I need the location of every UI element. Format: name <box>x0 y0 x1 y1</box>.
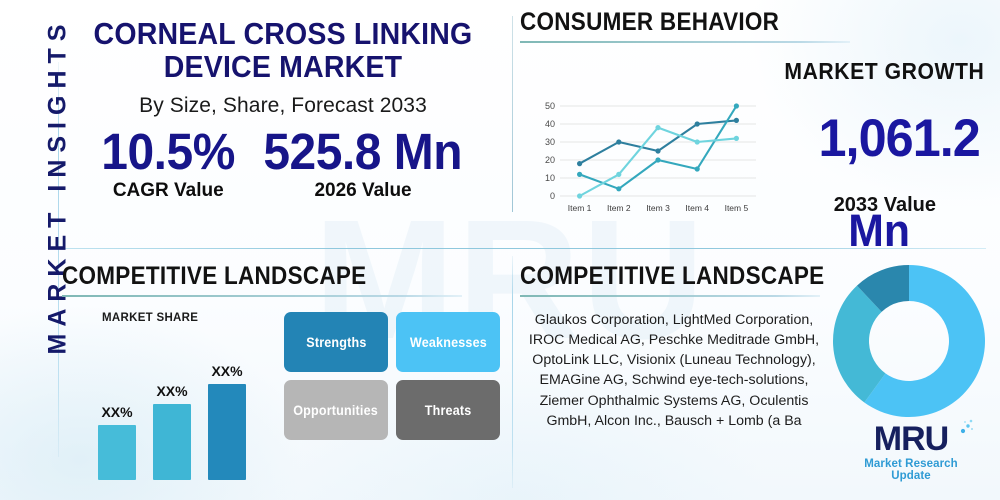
divider-vertical-left <box>58 62 59 457</box>
market-growth-value: 1,061.2 <box>818 109 981 168</box>
section-title-competitive-landscape-right: COMPETITIVE LANDSCAPE <box>520 262 825 290</box>
svg-text:Item 3: Item 3 <box>646 203 670 213</box>
section-underline-left <box>62 295 462 297</box>
market-share-bar-column: XX% <box>98 404 136 480</box>
swot-cell-strengths[interactable]: Strengths <box>284 312 388 372</box>
brand-tagline: Market Research Update <box>864 458 958 482</box>
swot-cell-label: Weaknesses <box>409 334 487 350</box>
stat-2026-label: 2026 Value <box>314 179 412 201</box>
page-title: CORNEAL CROSS LINKING DEVICE MARKET <box>93 16 473 84</box>
svg-text:50: 50 <box>545 101 555 111</box>
swot-cell-weaknesses[interactable]: Weaknesses <box>396 312 500 372</box>
section-title-competitive-landscape-left: COMPETITIVE LANDSCAPE <box>62 262 367 290</box>
svg-text:10: 10 <box>545 173 555 183</box>
swot-cell-label: Threats <box>424 402 472 418</box>
market-share-bars: XX% XX% XX% <box>80 340 270 480</box>
swot-cell-label: Opportunities <box>293 402 379 418</box>
market-share-donut-chart <box>830 262 988 420</box>
section-underline-right <box>520 295 820 297</box>
brand-dots-icon <box>960 419 973 434</box>
market-share-bar-value: XX% <box>101 403 133 420</box>
svg-text:Item 1: Item 1 <box>568 203 592 213</box>
stat-cagr-label: CAGR Value <box>112 179 224 201</box>
svg-text:40: 40 <box>545 119 555 129</box>
brand-logo: MRU Market Research Update <box>850 419 973 482</box>
svg-text:Item 4: Item 4 <box>685 203 709 213</box>
market-share-bar-column: XX% <box>153 383 191 480</box>
stat-cagr: 10.5% CAGR Value <box>97 122 239 202</box>
consumer-behavior-line-chart: 0 10 20 30 40 50 Item 1 Item 2 Item 3 Item 4 Item … <box>534 100 764 218</box>
market-share-bar-column: XX% <box>208 363 246 480</box>
donut-segment <box>856 265 909 312</box>
market-share-bar <box>98 424 136 480</box>
section-title-consumer-behavior: CONSUMER BEHAVIOR <box>520 8 780 36</box>
market-growth-label: 2033 Value <box>833 194 936 216</box>
panel-consumer-behavior: CONSUMER BEHAVIOR MARKET GROWTH 1,061.2 … <box>520 8 992 253</box>
market-growth-unit: Mn <box>848 205 910 256</box>
section-underline <box>520 41 850 43</box>
svg-text:Item 2: Item 2 <box>607 203 631 213</box>
divider-vertical-middle-bottom <box>512 256 513 488</box>
panel-competitive-landscape-left: COMPETITIVE LANDSCAPE MARKET SHARE XX% XX… <box>62 262 504 492</box>
swot-cell-threats[interactable]: Threats <box>396 380 500 440</box>
svg-text:30: 30 <box>545 137 555 147</box>
panel-competitive-landscape-right: COMPETITIVE LANDSCAPE Glaukos Corporatio… <box>520 262 992 494</box>
divider-horizontal <box>58 248 986 249</box>
market-share-bar-value: XX% <box>156 383 188 400</box>
brand-mark-text: MRU <box>873 420 949 458</box>
stat-2026: 525.8 Mn 2026 Value <box>257 122 468 202</box>
svg-text:20: 20 <box>545 155 555 165</box>
market-share-title: MARKET SHARE <box>102 312 199 324</box>
swot-grid: Strengths Weaknesses Opportunities Threats <box>284 312 500 440</box>
company-list: Glaukos Corporation, LightMed Corporatio… <box>528 312 820 429</box>
page-subtitle: By Size, Share, Forecast 2033 <box>139 93 427 117</box>
stat-cagr-value: 10.5% <box>101 122 236 180</box>
stat-row: 10.5% CAGR Value 525.8 Mn 2026 Value <box>62 122 504 202</box>
stat-2026-value: 525.8 Mn <box>263 122 463 180</box>
svg-text:Item 5: Item 5 <box>725 203 749 213</box>
donut-segment <box>864 265 985 417</box>
divider-vertical-middle-top <box>512 16 513 212</box>
svg-text:0: 0 <box>550 191 555 201</box>
market-share-bar <box>208 384 246 480</box>
swot-cell-label: Strengths <box>305 334 367 350</box>
market-share-bar-value: XX% <box>211 363 243 380</box>
donut-segment <box>833 285 886 403</box>
panel-overview: CORNEAL CROSS LINKING DEVICE MARKET By S… <box>62 8 504 240</box>
section-title-market-growth: MARKET GROWTH <box>784 58 984 84</box>
market-share-bar <box>153 404 191 480</box>
market-share-bar-chart: MARKET SHARE XX% XX% XX% <box>80 312 270 480</box>
swot-cell-opportunities[interactable]: Opportunities <box>284 380 388 440</box>
